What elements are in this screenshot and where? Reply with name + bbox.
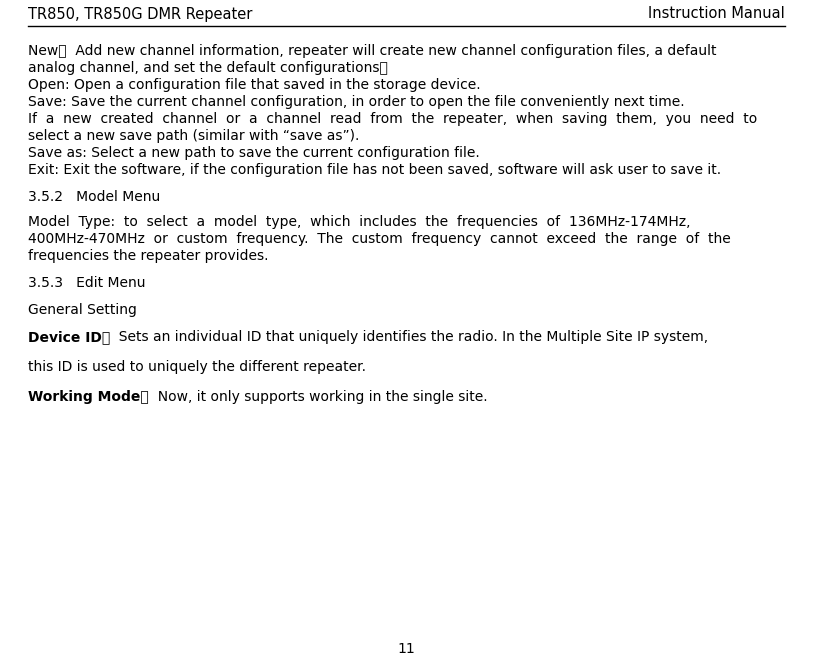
Text: frequencies the repeater provides.: frequencies the repeater provides. [28, 249, 268, 263]
Text: Instruction Manual: Instruction Manual [648, 7, 785, 21]
Text: Device ID：: Device ID： [28, 330, 111, 344]
Text: 3.5.2   Model Menu: 3.5.2 Model Menu [28, 190, 160, 204]
Text: Save as: Select a new path to save the current configuration file.: Save as: Select a new path to save the c… [28, 146, 480, 160]
Text: Sets an individual ID that uniquely identifies the radio. In the Multiple Site I: Sets an individual ID that uniquely iden… [111, 330, 708, 344]
Text: Exit: Exit the software, if the configuration file has not been saved, software : Exit: Exit the software, if the configur… [28, 163, 721, 177]
Text: Working Mode：: Working Mode： [28, 390, 149, 404]
Text: 11: 11 [398, 642, 415, 656]
Text: 3.5.3   Edit Menu: 3.5.3 Edit Menu [28, 276, 146, 290]
Text: TR850, TR850G DMR Repeater: TR850, TR850G DMR Repeater [28, 7, 252, 21]
Text: General Setting: General Setting [28, 303, 137, 317]
Text: select a new save path (similar with “save as”).: select a new save path (similar with “sa… [28, 129, 359, 143]
Text: New：  Add new channel information, repeater will create new channel configuratio: New： Add new channel information, repeat… [28, 44, 716, 58]
Text: Open: Open a configuration file that saved in the storage device.: Open: Open a configuration file that sav… [28, 78, 480, 92]
Text: If  a  new  created  channel  or  a  channel  read  from  the  repeater,  when  : If a new created channel or a channel re… [28, 112, 757, 126]
Text: 400MHz-470MHz  or  custom  frequency.  The  custom  frequency  cannot  exceed  t: 400MHz-470MHz or custom frequency. The c… [28, 232, 731, 246]
Text: Now, it only supports working in the single site.: Now, it only supports working in the sin… [149, 390, 487, 404]
Text: Save: Save the current channel configuration, in order to open the file convenie: Save: Save the current channel configura… [28, 95, 685, 109]
Text: analog channel, and set the default configurations，: analog channel, and set the default conf… [28, 61, 388, 75]
Text: Model  Type:  to  select  a  model  type,  which  includes  the  frequencies  of: Model Type: to select a model type, whic… [28, 215, 690, 229]
Text: this ID is used to uniquely the different repeater.: this ID is used to uniquely the differen… [28, 360, 366, 374]
